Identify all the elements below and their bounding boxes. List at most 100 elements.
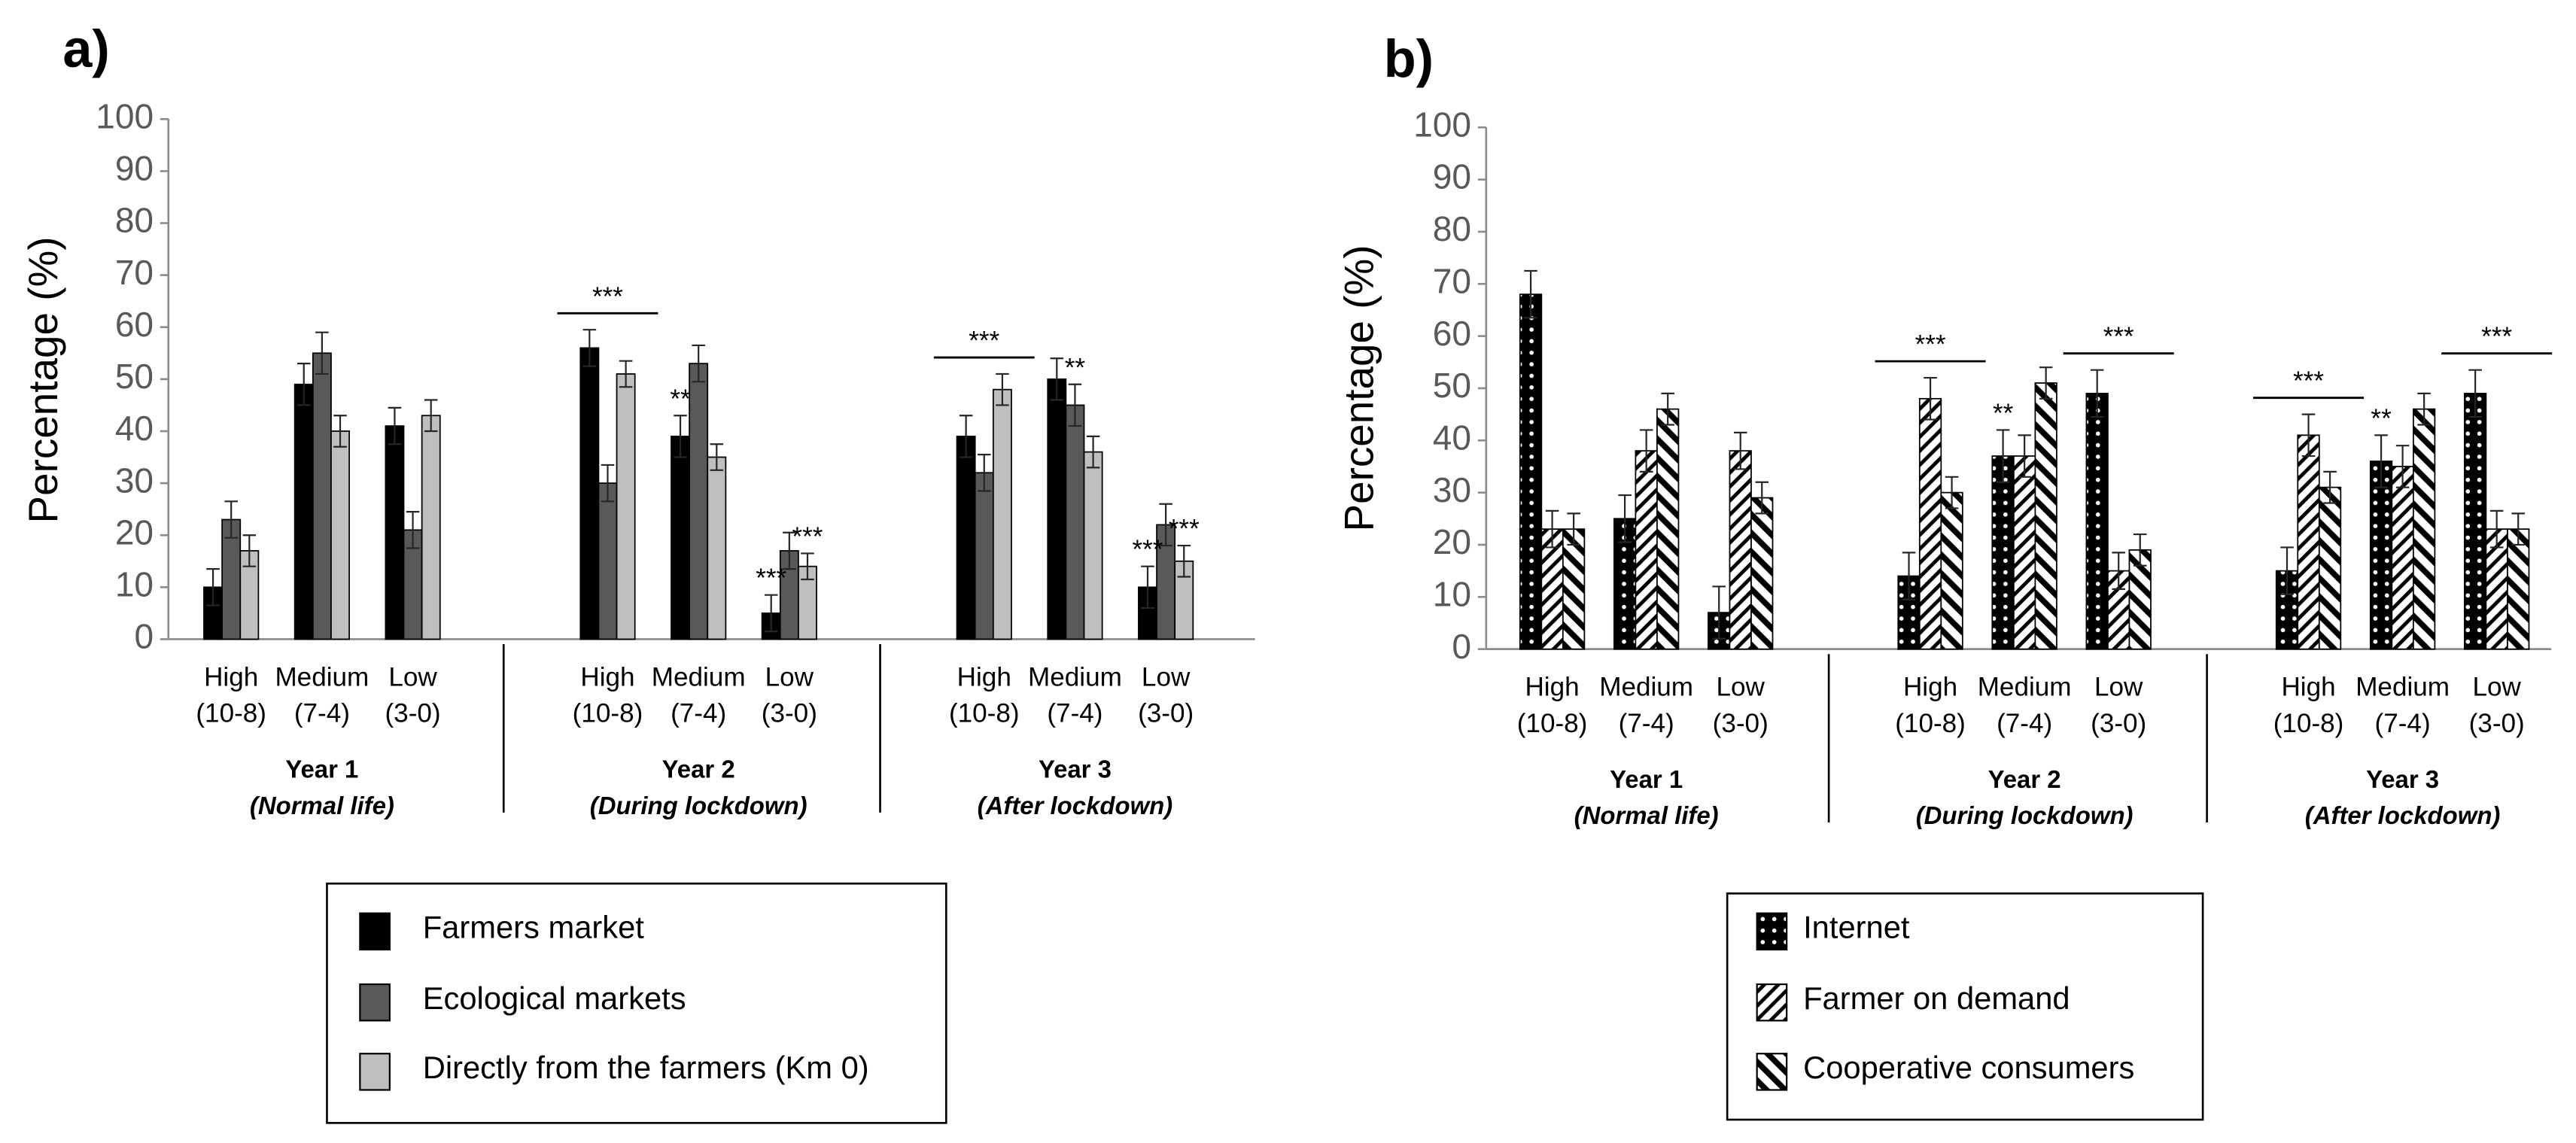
bar — [421, 415, 441, 640]
error-bar — [2417, 392, 2431, 426]
legend-swatch — [359, 983, 391, 1022]
error-bar — [1177, 544, 1191, 578]
x-tick-label: (10-8) — [2273, 709, 2344, 738]
error-bar — [1159, 503, 1172, 547]
error-bar — [2018, 434, 2031, 478]
legend-label: Farmer on demand — [1803, 980, 2070, 1016]
error-bar — [977, 453, 991, 492]
error-bar — [601, 464, 615, 503]
x-tick-label: Low — [388, 662, 437, 692]
y-tick-label: 10 — [1433, 574, 1471, 613]
x-tick-label: Medium — [1978, 673, 2072, 702]
group-label: Year 1 — [285, 755, 358, 783]
error-bar — [2301, 413, 2316, 458]
x-tick-label: High — [204, 662, 258, 692]
error-bar — [2323, 470, 2337, 504]
bar — [385, 425, 405, 640]
error-bar — [2489, 509, 2504, 549]
x-tick-label: (10-8) — [573, 699, 643, 728]
bar — [221, 518, 242, 640]
y-tick-label: 40 — [115, 409, 154, 448]
y-tick-label: 90 — [1433, 157, 1471, 196]
significance: ** — [2371, 404, 2392, 433]
x-tick-label: Medium — [652, 662, 746, 692]
y-tick-label: 20 — [115, 512, 154, 552]
legend-label: Ecological markets — [423, 980, 686, 1016]
error-bar — [619, 360, 633, 388]
error-bar — [1141, 565, 1154, 609]
bar — [2507, 528, 2530, 650]
error-bar — [1050, 357, 1064, 401]
bar — [1918, 397, 1942, 650]
x-tick-label: (3-0) — [1138, 699, 1194, 728]
x-tick-label: (10-8) — [1517, 709, 1588, 738]
significance: *** — [1169, 515, 1200, 544]
bar — [579, 347, 600, 640]
y-tick-label: 80 — [115, 201, 154, 240]
x-tick-label: (7-4) — [2375, 709, 2431, 738]
legend-box — [1726, 892, 2204, 1121]
bar — [598, 482, 618, 640]
error-bar — [1755, 481, 1769, 515]
y-tick-label: 100 — [96, 96, 154, 135]
error-bar — [1902, 552, 1916, 600]
error-bar — [1945, 476, 1959, 509]
error-bar — [582, 329, 597, 367]
group-label: Year 2 — [1988, 765, 2061, 793]
error-bar — [1524, 269, 1537, 319]
error-bar — [388, 406, 402, 445]
x-tick-label: High — [2281, 673, 2335, 702]
significance: *** — [1132, 535, 1163, 564]
error-bar — [801, 552, 814, 581]
significance: *** — [2293, 366, 2324, 396]
legend-label: Directly from the farmers (Km 0) — [423, 1050, 869, 1085]
y-tick-label: 30 — [115, 461, 154, 500]
bar — [689, 363, 709, 640]
x-tick-label: (3-0) — [2091, 709, 2146, 738]
error-bar — [1661, 392, 1674, 426]
error-bar — [333, 415, 347, 448]
error-bar — [996, 372, 1009, 406]
significance: ** — [1993, 399, 2014, 428]
x-tick-label: (7-4) — [671, 699, 726, 728]
bar — [2369, 461, 2393, 650]
bar — [293, 383, 314, 640]
x-tick-label: (7-4) — [1997, 709, 2052, 738]
legend-label: Farmers market — [423, 910, 645, 945]
legend-box — [326, 882, 947, 1124]
y-tick-label: 70 — [115, 253, 154, 292]
bar — [707, 456, 727, 640]
bar — [2412, 408, 2436, 650]
bar — [2034, 382, 2057, 650]
bar — [974, 472, 994, 640]
x-tick-label: Low — [2472, 673, 2521, 702]
y-tick-label: 50 — [1433, 366, 1471, 405]
significance: *** — [756, 564, 786, 593]
group-note: (During lockdown) — [1916, 801, 2133, 829]
error-bar — [692, 344, 705, 383]
group-note: (Normal life) — [1574, 801, 1719, 829]
bar — [312, 352, 332, 640]
error-bar — [674, 415, 687, 458]
bar — [992, 388, 1012, 640]
y-tick-label: 40 — [1433, 418, 1471, 457]
legend-swatch — [359, 1053, 391, 1091]
significance: ** — [670, 385, 691, 414]
panel-label: a) — [62, 19, 109, 78]
x-tick-label: (7-4) — [1047, 699, 1102, 728]
y-tick-label: 0 — [134, 617, 154, 656]
x-tick-label: High — [957, 662, 1011, 692]
bar — [1562, 528, 1586, 650]
error-bar — [2511, 512, 2525, 546]
error-bar — [224, 500, 238, 539]
error-bar — [764, 594, 778, 633]
bar — [2012, 455, 2036, 650]
x-tick-label: (3-0) — [2469, 709, 2525, 738]
error-bar — [1712, 585, 1726, 640]
y-tick-label: 50 — [115, 357, 154, 396]
significance: *** — [969, 327, 999, 356]
bar — [2085, 392, 2109, 650]
x-tick-label: (3-0) — [1713, 709, 1769, 738]
error-bar — [1618, 494, 1632, 543]
